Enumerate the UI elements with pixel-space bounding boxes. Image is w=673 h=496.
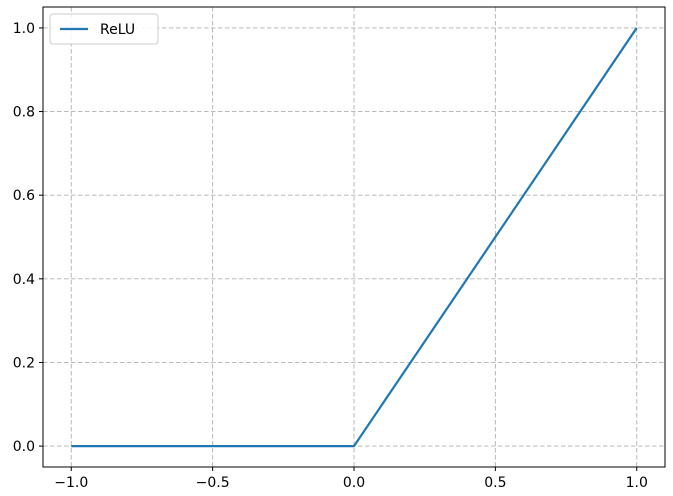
y-tick-label: 1.0 xyxy=(13,21,35,37)
legend-label: ReLU xyxy=(100,22,135,38)
x-tick-label: 1.0 xyxy=(626,475,648,491)
series-layer xyxy=(71,27,638,448)
y-tick-label: 0.8 xyxy=(13,105,35,121)
x-tick-label: 0.0 xyxy=(343,475,365,491)
y-tick-label: 0.2 xyxy=(13,355,35,371)
ticks: −1.0 −0.5 0.0 0.5 1.0 0.0 0.2 0.4 0.6 0.8 1.0 xyxy=(13,21,648,491)
x-tick-label: −0.5 xyxy=(196,475,230,491)
legend-box xyxy=(49,13,159,45)
grid xyxy=(43,7,665,467)
y-tick-label: 0.4 xyxy=(13,272,35,288)
x-tick-label: −1.0 xyxy=(54,475,88,491)
x-tick-label: 0.5 xyxy=(484,475,506,491)
y-tick-label: 0.0 xyxy=(13,439,35,455)
legend: ReLU xyxy=(49,13,159,45)
series-line-relu xyxy=(71,27,638,448)
y-tick-label: 0.6 xyxy=(13,188,35,204)
